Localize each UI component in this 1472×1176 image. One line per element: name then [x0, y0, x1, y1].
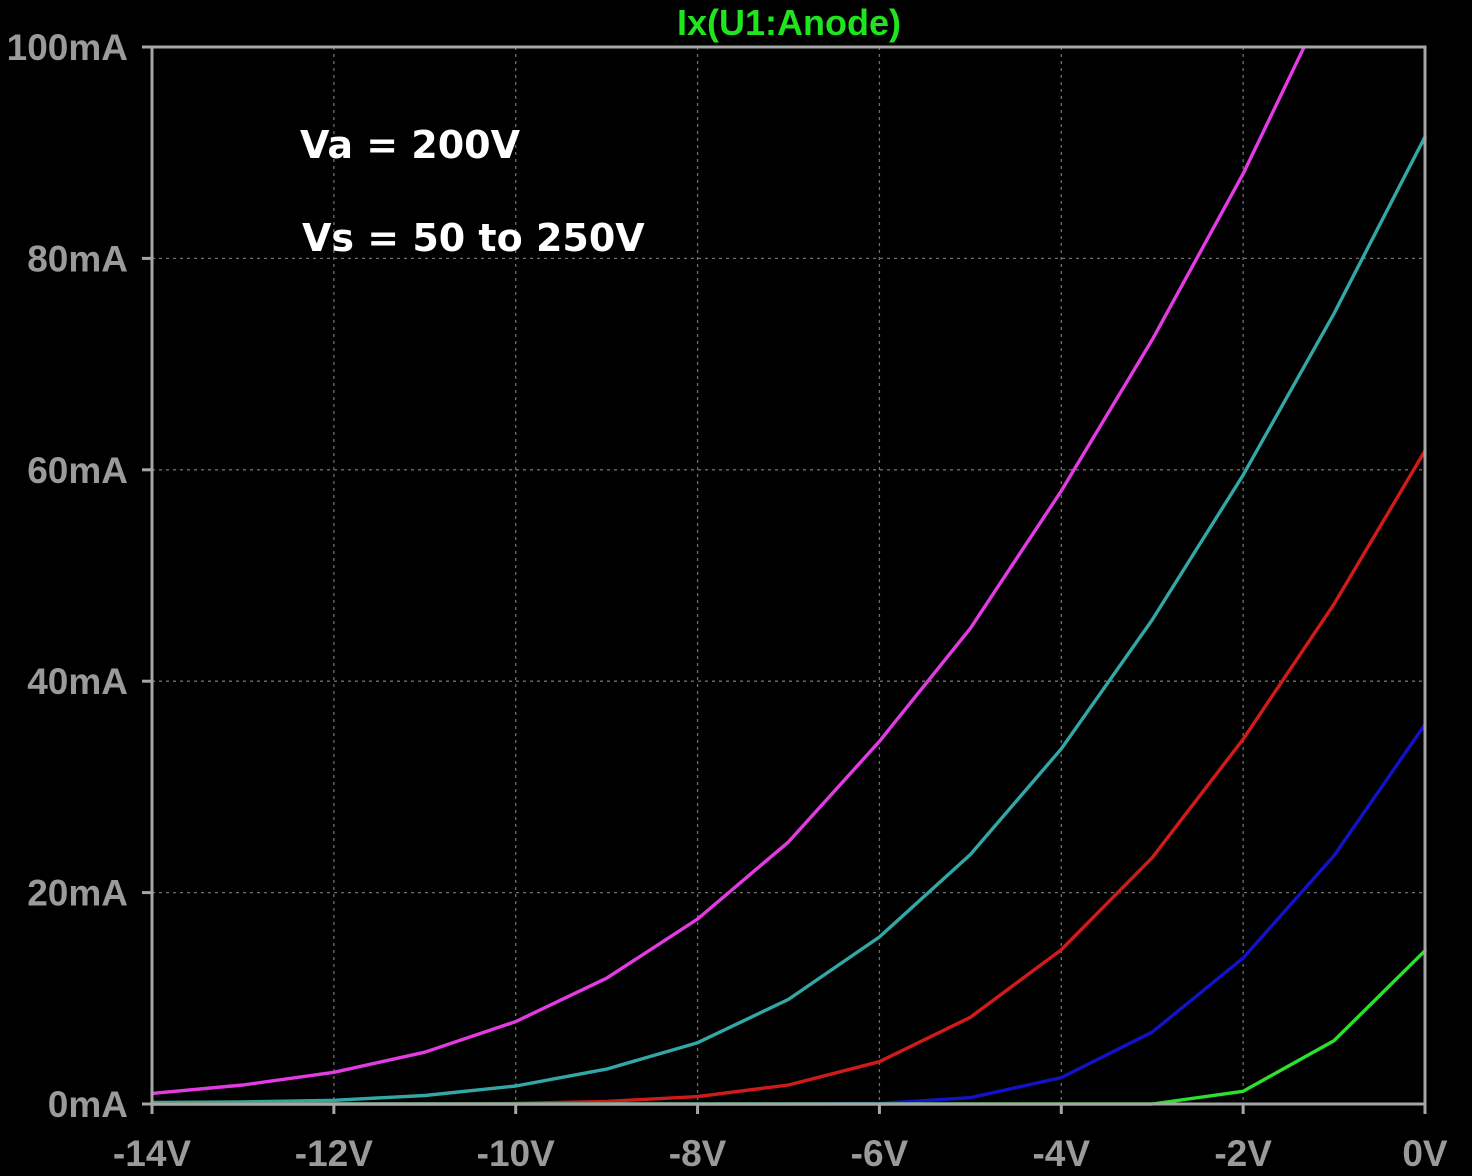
chart-title: Ix(U1:Anode) [677, 2, 901, 43]
y-tick-label: 80mA [27, 238, 128, 279]
y-tick-label: 20mA [27, 873, 128, 914]
y-tick-label: 40mA [27, 661, 128, 702]
x-tick-label: -4V [1032, 1133, 1090, 1174]
y-tick-label: 0mA [48, 1084, 128, 1125]
x-tick-label: -2V [1214, 1133, 1272, 1174]
y-tick-label: 100mA [7, 27, 128, 68]
x-tick-label: -8V [669, 1133, 727, 1174]
annotation-vs: Vs = 50 to 250V [302, 216, 645, 260]
x-tick-label: -6V [851, 1133, 909, 1174]
plot-frame [150, 45, 1427, 1106]
y-tick-label: 60mA [27, 450, 128, 491]
y-tick-labels: 0mA 20mA 40mA 60mA 80mA 100mA [7, 27, 128, 1125]
x-tick-labels: -14V -12V -10V -8V -6V -4V -2V 0V [113, 1133, 1448, 1174]
x-tick-label: 0V [1402, 1133, 1448, 1174]
tick-marks [142, 45, 1427, 1114]
x-tick-label: -14V [113, 1133, 191, 1174]
annotation-va: Va = 200V [300, 123, 521, 167]
x-tick-label: -10V [477, 1133, 555, 1174]
series-line-1 [150, 45, 1306, 1096]
grid [152, 47, 1425, 1104]
series-line-2 [150, 135, 1427, 1105]
x-tick-label: -12V [295, 1133, 373, 1174]
